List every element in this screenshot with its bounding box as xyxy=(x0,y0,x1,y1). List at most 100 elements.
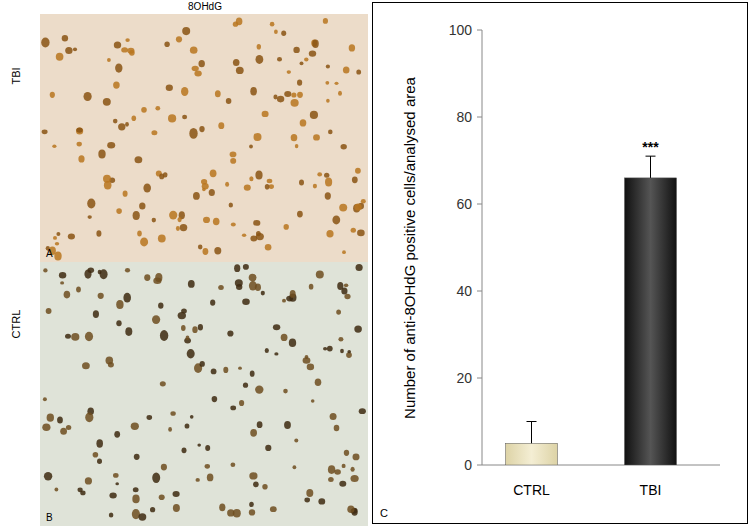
panel-letter: A xyxy=(46,248,53,259)
cell xyxy=(109,513,114,518)
cell xyxy=(332,215,340,224)
cell xyxy=(209,189,215,196)
cell xyxy=(337,282,343,290)
cell xyxy=(181,87,188,96)
cell xyxy=(253,220,260,226)
cell xyxy=(160,381,166,386)
cell xyxy=(330,413,337,420)
cell xyxy=(197,444,201,447)
y-label: Number of anti-8OHdG positive cells/anal… xyxy=(401,76,418,418)
cell xyxy=(47,414,54,422)
cell xyxy=(303,357,311,363)
cell xyxy=(284,91,291,97)
cell xyxy=(265,244,272,251)
cell xyxy=(316,270,324,278)
cell xyxy=(265,445,271,451)
cell xyxy=(231,462,236,467)
cell xyxy=(87,199,95,209)
cell xyxy=(158,302,163,308)
micrograph-bg xyxy=(40,262,368,526)
error-line xyxy=(650,156,651,178)
axis-line xyxy=(482,30,483,465)
cell xyxy=(338,337,343,341)
bar xyxy=(506,443,558,465)
cell xyxy=(242,234,246,238)
error-cap xyxy=(646,156,656,157)
cell xyxy=(347,350,351,353)
cell xyxy=(134,454,140,460)
cell xyxy=(212,396,218,402)
cell xyxy=(282,299,286,303)
cell xyxy=(326,99,330,103)
cell xyxy=(293,47,299,53)
cell xyxy=(194,70,201,76)
marks xyxy=(506,156,677,465)
tick-label: 80 xyxy=(456,109,472,125)
cell xyxy=(233,509,241,517)
cell xyxy=(210,299,215,305)
cell xyxy=(173,491,180,497)
cell xyxy=(137,231,142,237)
canvas: TBIACTRLB8OHdGC020406080100Number of ant… xyxy=(0,0,750,526)
error-bar xyxy=(646,156,656,178)
cell xyxy=(141,107,147,113)
cell xyxy=(78,487,83,492)
cell xyxy=(192,326,197,333)
cell xyxy=(176,36,182,42)
cell xyxy=(344,450,349,456)
cell xyxy=(56,232,60,236)
cell xyxy=(235,279,243,286)
cell xyxy=(73,48,77,52)
cell xyxy=(309,50,316,56)
cell xyxy=(103,98,111,106)
cell xyxy=(205,445,210,451)
cell xyxy=(140,237,148,246)
cell xyxy=(98,293,104,299)
cell xyxy=(182,27,190,35)
cell xyxy=(273,324,280,330)
cell xyxy=(344,283,348,287)
tick xyxy=(477,30,482,31)
cell xyxy=(242,299,250,305)
cell xyxy=(328,465,335,474)
cell xyxy=(341,144,347,149)
cell xyxy=(135,156,143,163)
cell xyxy=(304,57,308,61)
cell xyxy=(182,115,187,120)
cell xyxy=(100,269,108,279)
cell xyxy=(304,498,310,503)
cell xyxy=(163,172,168,177)
cell xyxy=(352,176,358,183)
cell xyxy=(139,513,147,520)
cell xyxy=(313,134,320,140)
cell xyxy=(249,472,257,479)
cell xyxy=(294,438,298,442)
tick-label: 20 xyxy=(456,370,472,386)
cell xyxy=(230,406,236,411)
cell xyxy=(293,465,297,469)
cell xyxy=(125,268,130,272)
cell xyxy=(233,22,238,27)
cell xyxy=(300,62,304,66)
cell xyxy=(198,324,203,330)
cell xyxy=(161,464,167,471)
cell xyxy=(113,473,119,478)
cell xyxy=(218,285,224,290)
cell xyxy=(178,217,182,222)
cell xyxy=(42,424,50,432)
cell xyxy=(236,67,244,74)
cell xyxy=(56,53,64,61)
cell xyxy=(143,184,151,193)
cell xyxy=(96,230,101,236)
error-cap xyxy=(527,421,537,422)
cell xyxy=(166,85,173,91)
cell xyxy=(62,35,68,41)
micrograph: CTRLB xyxy=(10,262,368,526)
cell xyxy=(132,116,137,122)
cell xyxy=(334,469,341,474)
cell xyxy=(96,439,103,447)
cell xyxy=(291,99,299,107)
cell xyxy=(139,202,145,209)
cell xyxy=(168,114,176,122)
cell xyxy=(210,169,217,177)
